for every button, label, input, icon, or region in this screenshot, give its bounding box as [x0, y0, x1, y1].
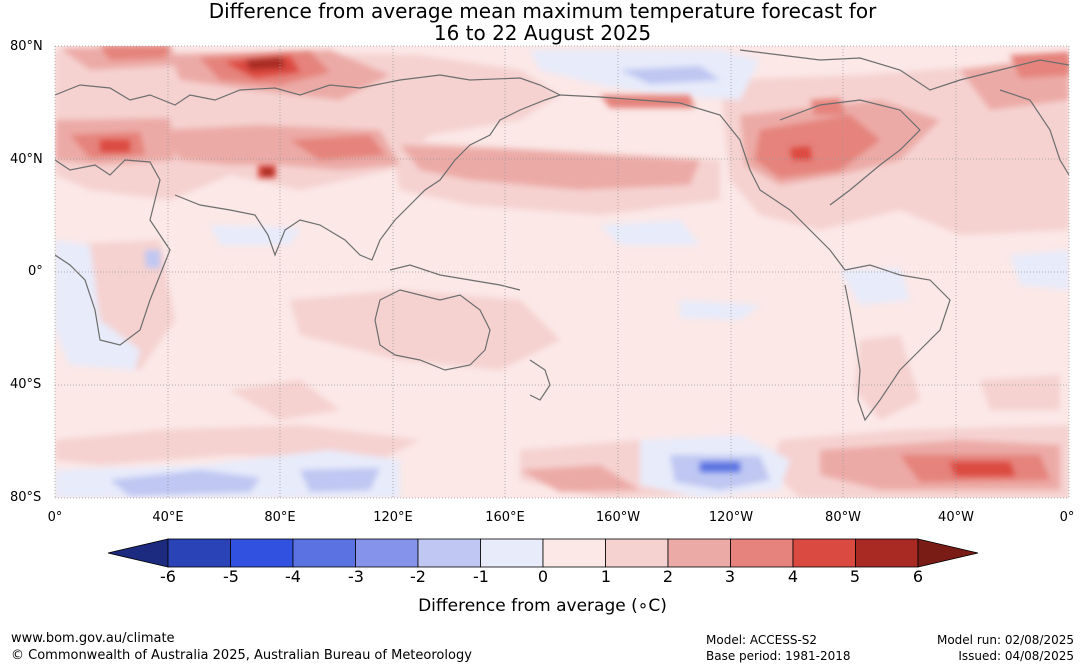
colorbar-tick: -6: [160, 567, 176, 586]
lon-label-40e: 40°E: [152, 510, 184, 525]
colorbar-tick: -5: [223, 567, 239, 586]
colorbar-tick: 5: [849, 567, 861, 586]
anomaly-map: [54, 45, 1070, 499]
colorbar-tick: 2: [662, 567, 674, 586]
map-title: Difference from average mean maximum tem…: [208, 0, 877, 23]
lon-label-160e: 160°E: [485, 510, 525, 525]
colorbar-segment: [480, 538, 544, 568]
coastlines: [55, 49, 1069, 422]
colorbar-segment: [855, 538, 919, 568]
lon-label-0-right: 0°: [1059, 510, 1075, 525]
colorbar-title: Difference from average (∘C): [418, 596, 667, 616]
colorbar-segment: [542, 538, 606, 568]
lat-label-40s: 40°S: [10, 377, 42, 392]
lon-label-80w: 80°W: [825, 510, 861, 525]
lon-label-160w: 160°W: [595, 510, 641, 525]
lon-label-80e: 80°E: [264, 510, 296, 525]
lat-label-40n: 40°N: [10, 152, 43, 167]
colorbar-segment: [667, 538, 731, 568]
lat-label-80n: 80°N: [10, 39, 43, 54]
colorbar-tick: 3: [724, 567, 736, 586]
model-run-date: Model run: 02/08/2025: [936, 633, 1074, 647]
colorbar-segment: [355, 538, 419, 568]
copyright-text: © Commonwealth of Australia 2025, Austra…: [11, 648, 472, 663]
colorbar-segment: [605, 538, 669, 568]
colorbar-segment: [417, 538, 481, 568]
lat-label-0: 0°: [28, 264, 43, 279]
colorbar-tick: 6: [912, 567, 924, 586]
base-period: Base period: 1981-2018: [706, 649, 851, 663]
issued-date: Issued: 04/08/2025: [958, 649, 1074, 663]
colorbar: [107, 538, 979, 568]
colorbar-tick: -4: [285, 567, 301, 586]
colorbar-segment: [730, 538, 794, 568]
website-link[interactable]: www.bom.gov.au/climate: [11, 631, 175, 646]
lon-label-120e: 120°E: [373, 510, 413, 525]
lat-label-80s: 80°S: [10, 490, 42, 505]
colorbar-tick: -3: [348, 567, 364, 586]
colorbar-segment: [292, 538, 356, 568]
colorbar-arrow-left: [107, 538, 169, 568]
map-subtitle-dates: 16 to 22 August 2025: [433, 21, 652, 45]
colorbar-tick: -1: [473, 567, 489, 586]
lon-label-120w: 120°W: [708, 510, 754, 525]
colorbar-segment: [792, 538, 856, 568]
colorbar-tick: 4: [787, 567, 799, 586]
colorbar-tick: 1: [600, 567, 612, 586]
lon-label-40w: 40°W: [938, 510, 974, 525]
graticule: [54, 45, 1070, 499]
colorbar-arrow-right: [917, 538, 979, 568]
colorbar-segment: [167, 538, 231, 568]
colorbar-tick: -2: [410, 567, 426, 586]
colorbar-tick: 0: [537, 567, 549, 586]
colorbar-segment: [230, 538, 294, 568]
lon-label-0-left: 0°: [47, 510, 63, 525]
model-name: Model: ACCESS-S2: [706, 633, 818, 647]
